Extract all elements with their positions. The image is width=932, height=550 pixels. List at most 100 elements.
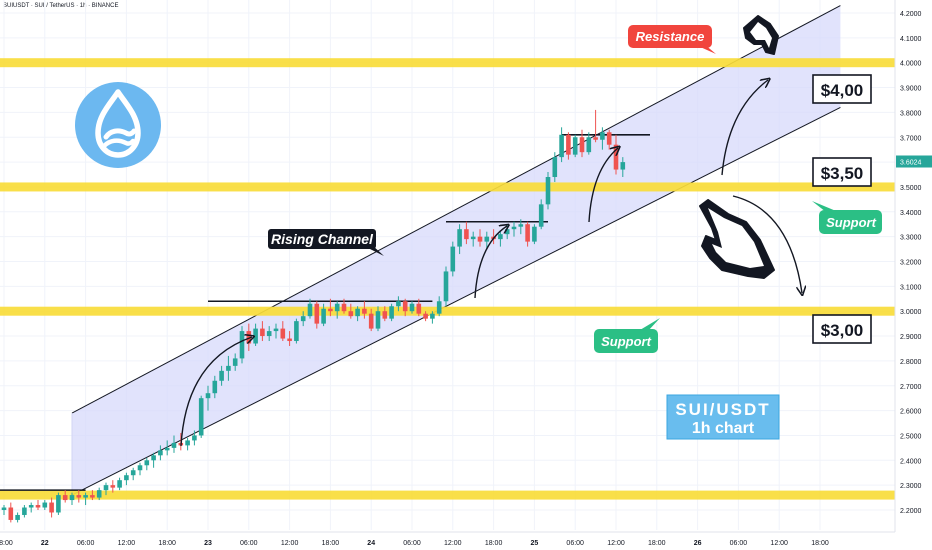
candle <box>464 221 469 245</box>
candle <box>83 492 88 506</box>
candle <box>341 298 347 314</box>
candle-body <box>287 338 292 342</box>
time-tick: 12:00 <box>118 540 136 547</box>
candle <box>348 303 354 319</box>
support-label-2-pointer <box>640 318 660 331</box>
candle <box>362 301 367 319</box>
candle-body <box>402 301 408 312</box>
candle-body <box>8 507 14 520</box>
candle-body <box>90 495 95 498</box>
candle <box>416 298 422 317</box>
candle <box>62 490 68 503</box>
time-tick: 18:00 <box>485 540 503 547</box>
watermark-bg <box>666 394 780 440</box>
candle-body <box>600 132 605 140</box>
candle <box>328 298 333 317</box>
price-tick: 2.4000 <box>900 458 922 465</box>
candle <box>545 172 551 210</box>
candle-body <box>321 308 326 324</box>
candle <box>552 152 558 182</box>
candle <box>436 296 442 317</box>
rising-channel-label-bg <box>268 229 376 249</box>
candle-body <box>1 507 7 510</box>
sui-logo-circle <box>75 82 161 168</box>
candle-body <box>171 442 177 448</box>
candle-body <box>158 450 163 456</box>
candle <box>566 132 571 160</box>
candles <box>1 109 626 523</box>
candle <box>409 301 415 314</box>
candle <box>314 301 320 329</box>
candle <box>572 134 578 158</box>
time-tick: 18:00 <box>322 540 340 547</box>
time-tick: 12:00 <box>281 540 299 547</box>
watermark-line1: SUI/USDT <box>675 400 770 419</box>
candle-body <box>328 308 333 312</box>
candle <box>164 440 170 456</box>
candle <box>226 355 231 381</box>
candle-body <box>124 475 129 481</box>
time-tick: 18:00 <box>158 540 176 547</box>
candle-body <box>382 311 388 319</box>
candle-body <box>443 271 449 302</box>
candle-body <box>586 137 592 153</box>
last-price-tag-bg <box>896 155 932 168</box>
candle-body <box>294 321 299 342</box>
price-tick: 3.7000 <box>900 135 922 142</box>
candle-body <box>593 137 598 140</box>
candle <box>382 306 388 322</box>
resistance-label-pointer <box>698 44 716 54</box>
time-tick: 06:00 <box>77 540 95 547</box>
time-tick: 18:00 <box>0 540 13 547</box>
price-tick: 3.5000 <box>900 185 922 192</box>
candle <box>579 129 585 158</box>
candle-body <box>511 226 517 230</box>
candle-body <box>504 229 510 235</box>
candle-body <box>22 507 27 515</box>
sui-wave-1 <box>103 128 137 140</box>
price-tick: 4.1000 <box>900 36 922 43</box>
candle <box>56 492 61 515</box>
time-tick: 22 <box>41 540 49 547</box>
price-tick: 2.7000 <box>900 384 922 391</box>
candle <box>219 365 224 386</box>
watermark-line2: 1h chart <box>692 420 755 437</box>
candle-body <box>348 311 354 317</box>
price-tick: 2.8000 <box>900 359 922 366</box>
candle <box>280 321 286 342</box>
candle-body <box>62 495 68 501</box>
price-tick: 2.3000 <box>900 483 922 490</box>
candle-body <box>579 137 585 153</box>
resistance-label: Resistance <box>628 25 716 54</box>
candle-body <box>416 303 422 314</box>
price-box-text: $3,00 <box>821 321 864 340</box>
candle <box>212 375 218 399</box>
projection-arrow-2 <box>588 148 618 223</box>
candle-body <box>375 311 381 329</box>
candle-body <box>117 480 122 488</box>
candle <box>232 353 238 371</box>
candle <box>42 500 48 510</box>
price-tick: 2.2000 <box>900 508 922 515</box>
candle <box>511 221 517 237</box>
candle <box>450 241 456 277</box>
time-tick: 06:00 <box>730 540 748 547</box>
candle-body <box>35 505 41 508</box>
rising-channel-label-pointer <box>366 245 384 256</box>
candle <box>28 502 34 513</box>
time-tick: 12:00 <box>444 540 462 547</box>
candle-body <box>436 301 442 314</box>
price-box-text: $3,50 <box>821 164 864 183</box>
candle-body <box>518 224 524 227</box>
candle-body <box>266 331 272 337</box>
candle <box>260 321 265 342</box>
candle-body <box>144 460 150 466</box>
candle-body <box>559 134 564 158</box>
candle-body <box>56 495 61 513</box>
candle <box>124 472 129 486</box>
time-tick: 26 <box>694 540 702 547</box>
candle-body <box>545 177 551 205</box>
candle-body <box>300 316 306 322</box>
